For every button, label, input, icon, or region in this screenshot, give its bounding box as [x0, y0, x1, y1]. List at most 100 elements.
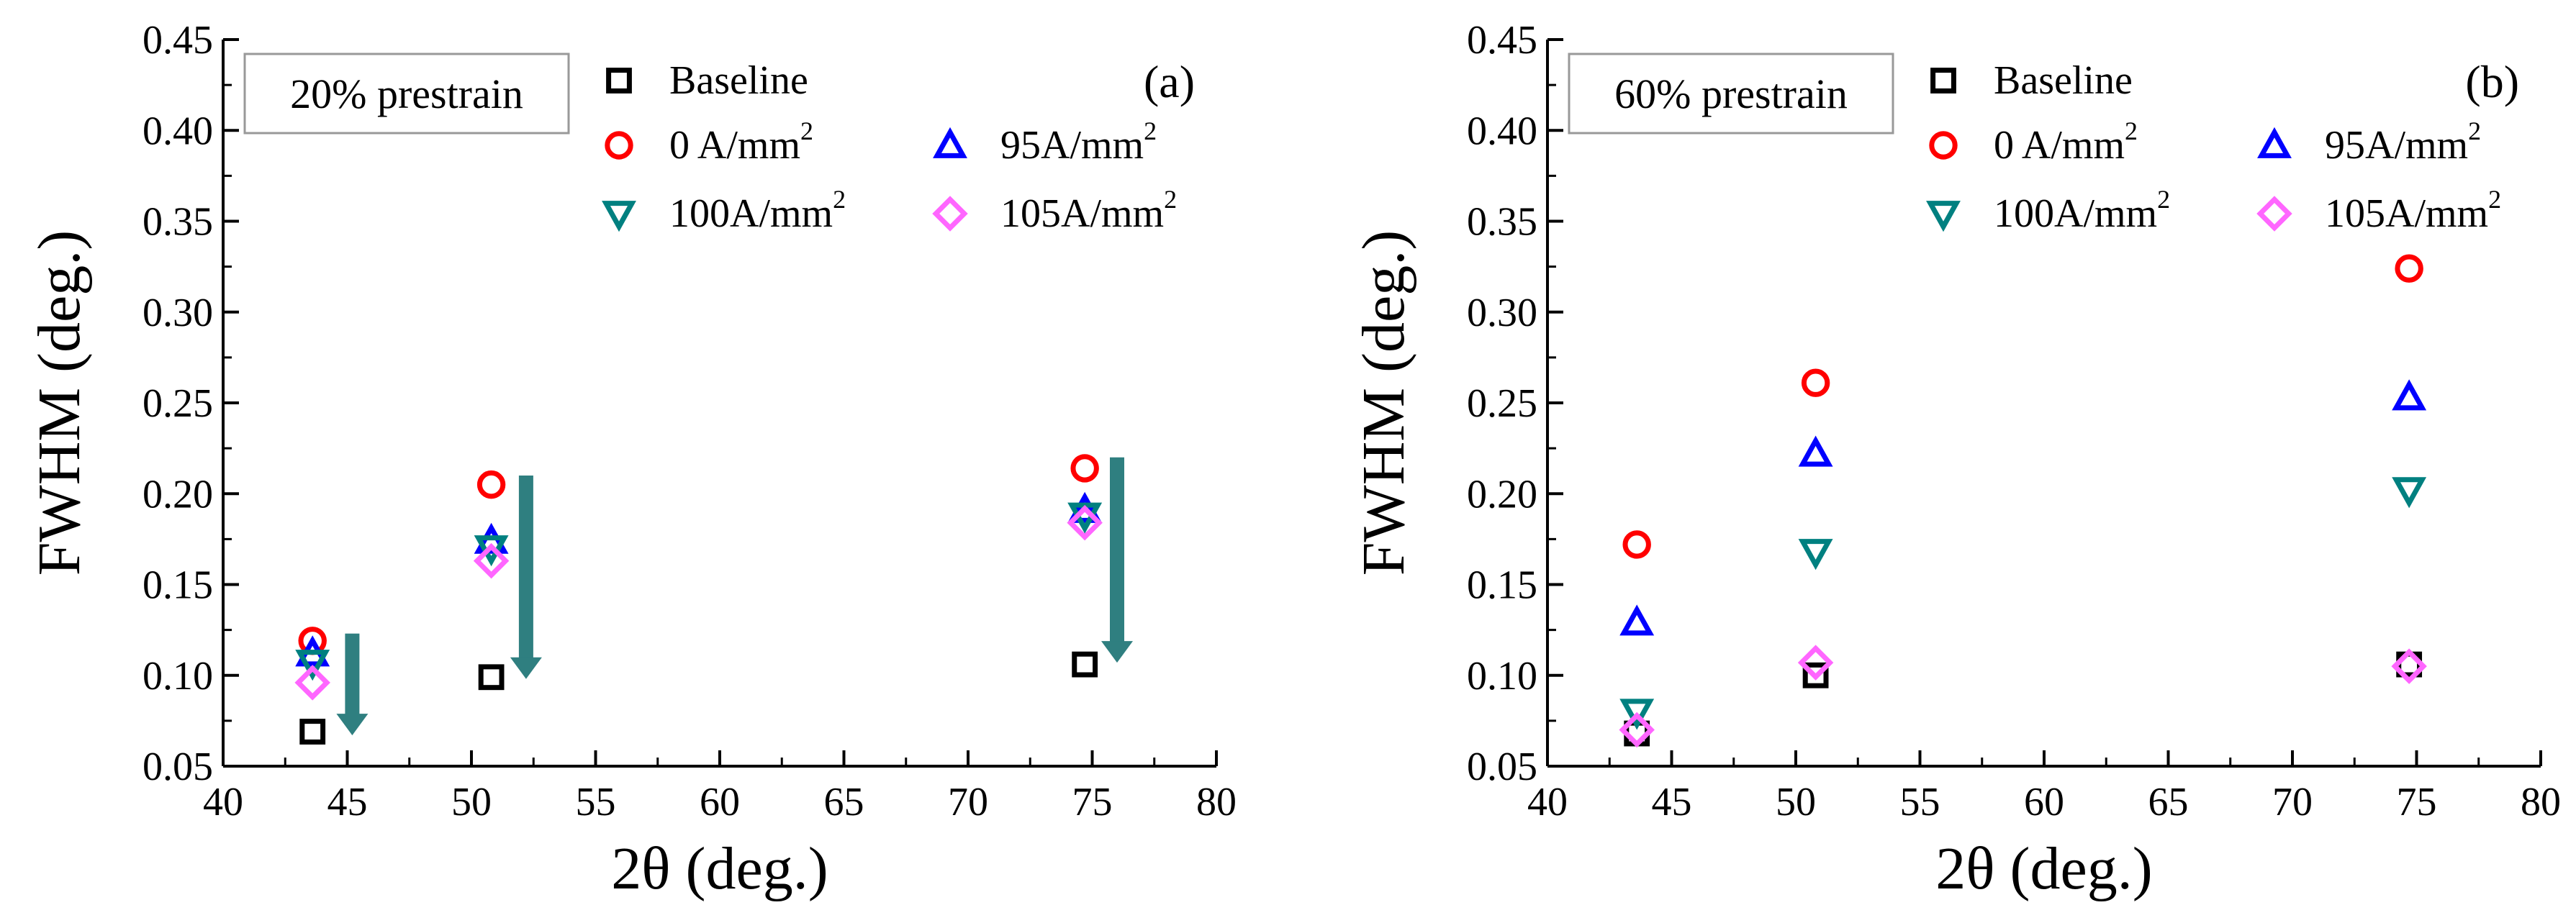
legend-marker-triangle-down	[1926, 201, 1961, 232]
legend-item: 100A/mm2	[602, 185, 846, 236]
legend-label-text: 105A/mm	[1000, 191, 1164, 236]
legend-item: Baseline	[1930, 58, 2133, 103]
legend-label-text: 0 A/mm	[1994, 123, 2125, 168]
data-point	[1072, 651, 1098, 678]
legend-marker-diamond	[932, 196, 968, 232]
x-tick-label: 40	[1527, 780, 1568, 824]
x-tick-label: 40	[203, 780, 243, 824]
prestrain-label: 60% prestrain	[1614, 71, 1848, 117]
y-tick-label: 0.30	[1467, 291, 1537, 335]
legend-label-superscript: 2	[1144, 117, 1157, 145]
legend-marker-circle	[1929, 131, 1958, 160]
panel-label: (b)	[2465, 56, 2519, 107]
x-tick-label: 65	[824, 780, 864, 824]
legend-label: Baseline	[1994, 58, 2133, 103]
data-point	[473, 542, 510, 579]
y-tick-label: 0.10	[1467, 654, 1537, 699]
y-axis-title: FWHM (deg.)	[26, 230, 93, 576]
legend-label-superscript: 2	[2125, 117, 2138, 145]
y-tick-label: 0.05	[1467, 745, 1537, 789]
series-circle	[1622, 254, 2423, 559]
legend-label: 0 A/mm2	[1994, 117, 2138, 168]
data-point	[294, 665, 330, 701]
x-tick-label: 65	[2148, 780, 2189, 824]
legend-label-text: 95A/mm	[1000, 123, 1144, 168]
data-point	[1801, 368, 1830, 397]
legend-label: 0 A/mm2	[669, 117, 813, 168]
y-tick-label: 0.35	[143, 200, 213, 245]
data-point	[2392, 477, 2427, 509]
legend-label-superscript: 2	[2157, 185, 2170, 214]
x-tick-label: 50	[1776, 780, 1816, 824]
x-tick-label: 70	[2272, 780, 2313, 824]
legend-label-text: 95A/mm	[2325, 123, 2468, 168]
prestrain-box	[1568, 53, 1894, 135]
y-tick-label: 0.25	[1467, 381, 1537, 426]
x-tick-label: 45	[327, 780, 368, 824]
data-point	[1802, 662, 1829, 688]
legend-item: 105A/mm2	[2256, 185, 2501, 236]
trend-arrow-head	[510, 657, 542, 679]
x-tick-label: 55	[1900, 780, 1940, 824]
data-point	[1797, 645, 1834, 681]
data-point	[1798, 539, 1833, 570]
x-tick-label: 60	[700, 780, 740, 824]
y-tick-label: 0.25	[143, 381, 213, 426]
data-point	[478, 664, 505, 691]
series-diamond	[294, 504, 1103, 701]
x-tick-label: 80	[2521, 780, 2561, 824]
x-tick-label: 70	[948, 780, 988, 824]
series-square	[299, 651, 1098, 745]
legend-label: 100A/mm2	[1994, 185, 2170, 236]
y-tick-label: 0.15	[1467, 563, 1537, 608]
data-point	[474, 535, 509, 567]
legend-marker-triangle-down	[602, 201, 636, 232]
legend-item: 100A/mm2	[1926, 185, 2170, 236]
trend-arrow-shaft	[345, 633, 360, 716]
legend-marker-triangle-up	[933, 127, 967, 158]
series-triangle-down	[295, 502, 1103, 681]
y-tick-label: 0.40	[1467, 109, 1537, 153]
legend-label: Baseline	[669, 58, 808, 103]
data-point	[1619, 699, 1655, 730]
trend-arrow	[510, 476, 542, 679]
data-point	[295, 650, 330, 681]
x-axis-title: 2θ (deg.)	[1935, 835, 2152, 902]
y-tick-label: 0.45	[1467, 18, 1537, 63]
series-diamond	[1619, 645, 2427, 748]
x-tick-label: 45	[1652, 780, 1692, 824]
legend-item: 105A/mm2	[932, 185, 1177, 236]
y-tick-label: 0.20	[143, 472, 213, 517]
data-point	[1798, 435, 1833, 467]
legend-item: 0 A/mm2	[1929, 117, 2138, 168]
x-tick-label: 75	[1072, 780, 1113, 824]
legend-item: 0 A/mm2	[605, 117, 813, 168]
data-point	[2392, 379, 2427, 411]
data-point	[1070, 454, 1099, 483]
series-triangle-up	[295, 491, 1103, 667]
series-square	[1624, 651, 2423, 747]
legend-label-superscript: 2	[2468, 117, 2481, 145]
y-tick-label: 0.40	[143, 109, 213, 153]
legend-label-text: 0 A/mm	[669, 123, 800, 168]
data-point	[1622, 530, 1651, 559]
legend-label-text: 100A/mm	[1994, 191, 2157, 236]
data-point	[1619, 604, 1655, 636]
trend-arrow-head	[1101, 641, 1133, 663]
chart-panel-b: 40 45 50 55 60 65 70 75 80 0.05 0.10 0.15 0.20 0.25 0.…	[1350, 18, 2561, 902]
data-point	[1067, 504, 1103, 541]
x-tick-label: 75	[2397, 780, 2437, 824]
legend-marker-diamond	[2256, 196, 2292, 232]
trend-arrow	[336, 633, 369, 736]
prestrain-box	[243, 53, 570, 135]
legend-label-text: Baseline	[669, 58, 808, 103]
trend-arrow-shaft	[1110, 457, 1124, 643]
series-triangle-down	[1619, 477, 2427, 730]
legend-label: 105A/mm2	[2325, 185, 2501, 236]
data-point	[2391, 648, 2427, 684]
legend-label-superscript: 2	[1164, 185, 1177, 214]
x-tick-label: 55	[576, 780, 616, 824]
y-tick-label: 0.05	[143, 745, 213, 789]
data-point	[476, 470, 506, 499]
